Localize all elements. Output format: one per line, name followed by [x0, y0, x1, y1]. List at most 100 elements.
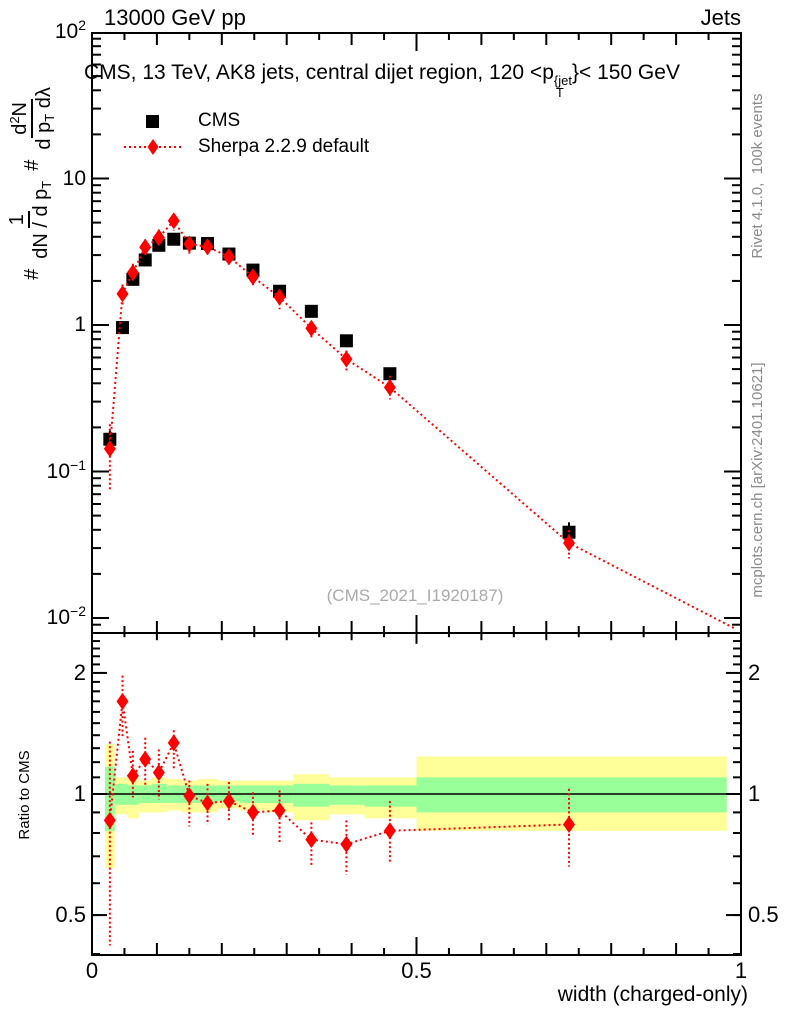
x-tick-label: 1: [734, 958, 748, 983]
legend-label-cms: CMS: [198, 110, 241, 131]
cms-data-point: [116, 321, 130, 335]
ylabel-frac1-numerator: 1: [6, 211, 30, 229]
ratio-data-point: [222, 792, 235, 810]
panel-title-superscript: {jet: [553, 73, 572, 88]
cms-data-point: [383, 367, 397, 381]
ratio-y-axis-title: Ratio to CMS: [16, 750, 33, 840]
ratio-data-point: [183, 787, 196, 805]
ylabel-frac2-num-text2: N: [8, 101, 31, 117]
beam-energy-label: 13000 GeV pp: [104, 5, 246, 30]
ratio-data-point: [167, 734, 180, 752]
cms-data-point: [562, 525, 576, 539]
tick-base: 10: [46, 459, 71, 483]
ylabel-hash-1: #: [20, 268, 43, 280]
ratio-data-point: [201, 794, 214, 812]
tick-base: 10: [62, 166, 86, 190]
tick-exponent: 2: [78, 17, 86, 33]
ylabel-frac2-numerator: d2N: [3, 98, 33, 138]
sherpa-data-point: [139, 238, 152, 256]
analysis-group-label: Jets: [700, 5, 741, 30]
main-y-tick-label: 10: [24, 165, 86, 193]
sherpa-data-point: [167, 212, 180, 230]
tick-exponent: −2: [70, 603, 86, 619]
ratio-data-point: [563, 815, 576, 833]
ratio-green-uncertainty-band: [416, 777, 727, 813]
ratio-y-tick-label: 2: [748, 659, 761, 685]
main-y-tick-label: 10−1: [24, 456, 86, 486]
ratio-data-point: [139, 750, 152, 768]
watermark-analysis-id: (CMS_2021_I1920187): [326, 586, 504, 605]
ratio-green-uncertainty-band: [293, 783, 329, 807]
ratio-data-point: [273, 801, 286, 819]
main-y-tick-label: 1: [24, 311, 86, 339]
cms-data-point: [304, 304, 318, 318]
sherpa-data-point: [201, 238, 214, 256]
ylabel-frac2-den-text2: dλ: [32, 87, 55, 114]
sherpa-data-point: [103, 440, 116, 458]
sherpa-data-point: [340, 350, 353, 368]
sherpa-data-point: [152, 229, 165, 247]
main-y-tick-label: 102: [24, 17, 86, 46]
ylabel-frac2-num-text: d: [8, 123, 31, 135]
x-tick-label: 0.5: [401, 958, 432, 983]
panel-title: CMS, 13 TeV, AK8 jets, central dijet reg…: [84, 61, 680, 99]
ratio-data-point: [116, 692, 129, 710]
ylabel-fraction-2: d2N d pT dλ: [3, 84, 61, 152]
cms-data-point: [339, 334, 353, 348]
sherpa-data-point: [126, 264, 139, 282]
legend-label-sherpa: Sherpa 2.2.9 default: [198, 136, 370, 157]
ratio-y-tick-label: 2: [73, 659, 86, 685]
legend: CMS Sherpa 2.2.9 default: [122, 108, 369, 160]
tick-exponent: −1: [70, 456, 86, 473]
ratio-data-point: [152, 764, 165, 782]
sherpa-data-point: [305, 319, 318, 337]
ylabel-frac2-denominator: d pT dλ: [33, 84, 61, 152]
ratio-data-point: [103, 811, 116, 829]
sherpa-data-point: [183, 235, 196, 253]
rivet-version-note: Rivet 4.1.0, 100k events: [749, 93, 766, 259]
cms-data-point: [167, 232, 181, 246]
sherpa-data-point: [246, 268, 259, 286]
ratio-y-tick-label: 1: [73, 781, 86, 806]
x-axis-title: width (charged-only): [557, 983, 748, 1006]
main-y-tick-label: 10−2: [24, 603, 86, 632]
ratio-data-point: [305, 831, 318, 849]
x-tick-label: 0: [85, 958, 99, 983]
ratio-line: [108, 701, 570, 846]
ratio-data-point: [383, 822, 396, 840]
ratio-green-uncertainty-band: [364, 785, 417, 807]
legend-item-sherpa: Sherpa 2.2.9 default: [122, 134, 369, 160]
cms-data-point: [138, 253, 152, 267]
ratio-y-tick-label: 0.5: [748, 902, 779, 928]
panel-title-post: }< 150 GeV: [571, 61, 680, 84]
ratio-green-uncertainty-band: [328, 785, 365, 805]
mcplots-arxiv-note: mcplots.cern.ch [arXiv:2401.10621]: [749, 362, 766, 598]
ratio-data-point: [246, 803, 259, 821]
ylabel-frac2-den-text: d p: [32, 121, 55, 150]
ratio-green-uncertainty-band: [127, 785, 139, 805]
black-square-marker-icon: [146, 115, 159, 128]
sherpa-data-point: [222, 248, 235, 266]
ylabel-frac1-den-text: dN / d p: [30, 188, 52, 259]
ratio-y-tick-label: 1: [748, 781, 761, 806]
red-diamond-dotted-line-icon: [124, 139, 182, 155]
panel-title-pre: CMS, 13 TeV, AK8 jets, central dijet reg…: [84, 61, 554, 84]
ratio-y-tick-label: 0.5: [55, 902, 86, 928]
ylabel-frac2-num-sup: 2: [6, 116, 22, 124]
tick-base: 10: [54, 20, 79, 43]
ylabel-frac2-den-sub: T: [41, 113, 57, 122]
sherpa-data-point: [116, 285, 129, 303]
sherpa-data-point: [383, 378, 396, 396]
tick-base: 10: [46, 606, 71, 629]
ratio-green-uncertainty-band: [104, 766, 115, 831]
panel-title-script: {jet T: [553, 73, 572, 100]
sherpa-data-point: [563, 534, 576, 552]
sherpa-line: [108, 219, 735, 630]
panel-title-subscript: T: [555, 85, 564, 100]
legend-item-cms: CMS: [122, 108, 369, 134]
ratio-data-point: [340, 835, 353, 853]
tick-base: 1: [74, 313, 86, 336]
sherpa-data-point: [273, 288, 286, 306]
